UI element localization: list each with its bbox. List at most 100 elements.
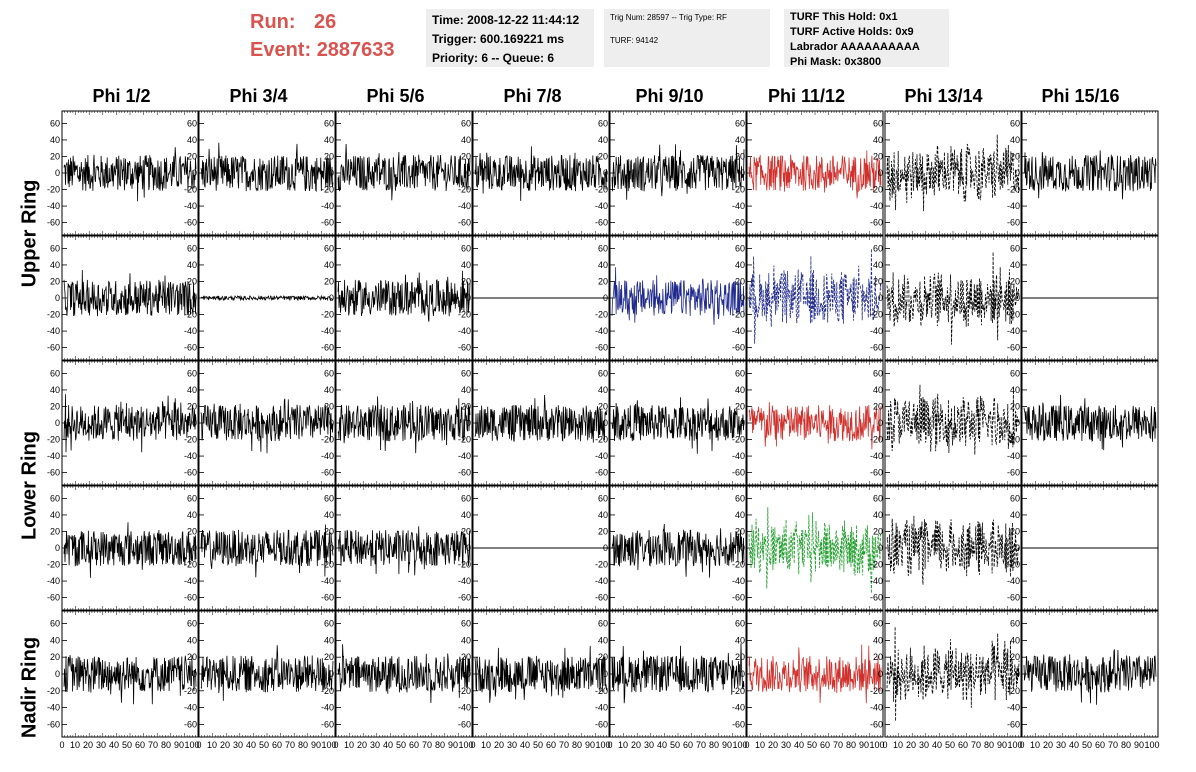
time-text: Time: 2008-12-22 11:44:12 — [432, 13, 580, 27]
y-tick-label: 20 — [324, 652, 334, 662]
y-tick-label: -60 — [732, 343, 745, 353]
y-tick-label: 20 — [50, 401, 60, 411]
y-tick-label: 60 — [50, 619, 60, 629]
waveform-panel: 60 40 20 0 -20 -40 -60 — [732, 235, 884, 361]
waveform-trace — [200, 524, 334, 578]
x-tick-label: 30 — [96, 740, 106, 750]
y-tick-label: -60 — [870, 468, 883, 478]
y-tick-label: 20 — [1010, 151, 1020, 161]
y-tick-label: 40 — [324, 385, 334, 395]
y-tick-label: -40 — [595, 451, 608, 461]
y-tick-label: 0 — [740, 669, 745, 679]
x-tick-label: 50 — [1082, 740, 1092, 750]
y-tick-label: -40 — [458, 451, 471, 461]
y-tick-label: -20 — [458, 435, 471, 445]
waveform-panel: 60 40 20 0 -20 -40 -60 — [870, 110, 1022, 236]
y-tick-label: -40 — [184, 201, 197, 211]
waveform-trace — [63, 269, 197, 317]
column-header-phi-5-6: Phi 5/6 — [366, 86, 425, 106]
waveform-trace — [1023, 649, 1157, 705]
y-tick-label: -40 — [458, 576, 471, 586]
x-tick-label: 20 — [494, 740, 504, 750]
waveform-panel: 60 40 20 0 -20 -40 -60 — [184, 485, 336, 611]
waveform-trace — [200, 645, 334, 701]
x-tick-label: 90 — [311, 740, 321, 750]
waveform-trace — [63, 394, 197, 453]
y-tick-label: 40 — [461, 635, 471, 645]
x-tick-label: 90 — [174, 740, 184, 750]
waveform-trace — [474, 146, 608, 201]
waveform-trace — [337, 526, 471, 576]
y-tick-label: 0 — [466, 543, 471, 553]
x-tick-label: 50 — [945, 740, 955, 750]
x-tick-label: 0 — [607, 740, 612, 750]
y-tick-label: 40 — [324, 635, 334, 645]
y-tick-label: -40 — [184, 576, 197, 586]
y-tick-label: 60 — [598, 493, 608, 503]
x-tick-label: 80 — [435, 740, 445, 750]
y-tick-label: 40 — [735, 260, 745, 270]
x-tick-label: 80 — [709, 740, 719, 750]
x-tick-label: 30 — [370, 740, 380, 750]
x-tick-label: 80 — [161, 740, 171, 750]
y-tick-label: -60 — [732, 468, 745, 478]
x-tick-label: 40 — [657, 740, 667, 750]
y-tick-label: -60 — [184, 218, 197, 228]
y-tick-label: 40 — [1010, 385, 1020, 395]
waveform-trace — [63, 655, 197, 705]
y-tick-label: -40 — [732, 703, 745, 713]
y-tick-label: -20 — [595, 686, 608, 696]
y-tick-label: -60 — [184, 719, 197, 729]
y-tick-label: 60 — [735, 243, 745, 253]
y-tick-label: -60 — [458, 719, 471, 729]
y-tick-label: 0 — [878, 543, 883, 553]
panel-frame — [335, 110, 473, 236]
waveform-panel: 60 40 20 0 -20 -40 -60 — [184, 360, 336, 486]
y-tick-label: 40 — [598, 385, 608, 395]
x-tick-label: 100 — [595, 740, 610, 750]
y-tick-label: 60 — [1010, 243, 1020, 253]
y-tick-label: 20 — [1010, 401, 1020, 411]
y-tick-label: 60 — [324, 243, 334, 253]
y-tick-label: 60 — [1010, 368, 1020, 378]
x-tick-label: 50 — [670, 740, 680, 750]
y-tick-label: -20 — [595, 435, 608, 445]
y-tick-label: -40 — [870, 326, 883, 336]
y-tick-label: -40 — [732, 326, 745, 336]
y-tick-label: -20 — [1007, 185, 1020, 195]
y-tick-label: 20 — [873, 652, 883, 662]
y-tick-label: -60 — [321, 343, 334, 353]
y-tick-label: 20 — [50, 526, 60, 536]
event-number: 2887633 — [316, 39, 395, 61]
y-tick-label: -20 — [184, 686, 197, 696]
y-tick-label: 40 — [324, 260, 334, 270]
y-tick-label: -60 — [732, 218, 745, 228]
y-tick-label: 40 — [50, 385, 60, 395]
x-tick-label: 90 — [1134, 740, 1144, 750]
turf-active-text: TURF Active Holds: 0x9 — [790, 26, 914, 38]
y-tick-label: 60 — [461, 243, 471, 253]
waveform-trace — [611, 397, 745, 454]
x-tick-label: 20 — [768, 740, 778, 750]
y-tick-label: -20 — [184, 435, 197, 445]
y-tick-label: -60 — [47, 593, 60, 603]
waveform-panel: 60 40 20 0 -20 -40 -60 — [458, 485, 610, 611]
waveform-panel: 60 40 20 0 -20 -40 -60 — [321, 110, 473, 236]
y-tick-label: 0 — [878, 293, 883, 303]
x-tick-label: 40 — [246, 740, 256, 750]
y-tick-label: 0 — [878, 669, 883, 679]
x-tick-label: 30 — [781, 740, 791, 750]
y-tick-label: -40 — [47, 326, 60, 336]
y-tick-label: -60 — [47, 218, 60, 228]
x-tick-label: 30 — [919, 740, 929, 750]
waveform-trace — [748, 248, 882, 344]
y-tick-label: 0 — [192, 293, 197, 303]
y-tick-label: 60 — [1010, 493, 1020, 503]
y-tick-label: 20 — [735, 526, 745, 536]
y-tick-label: -20 — [732, 435, 745, 445]
x-tick-label: 70 — [833, 740, 843, 750]
x-tick-label: 90 — [859, 740, 869, 750]
